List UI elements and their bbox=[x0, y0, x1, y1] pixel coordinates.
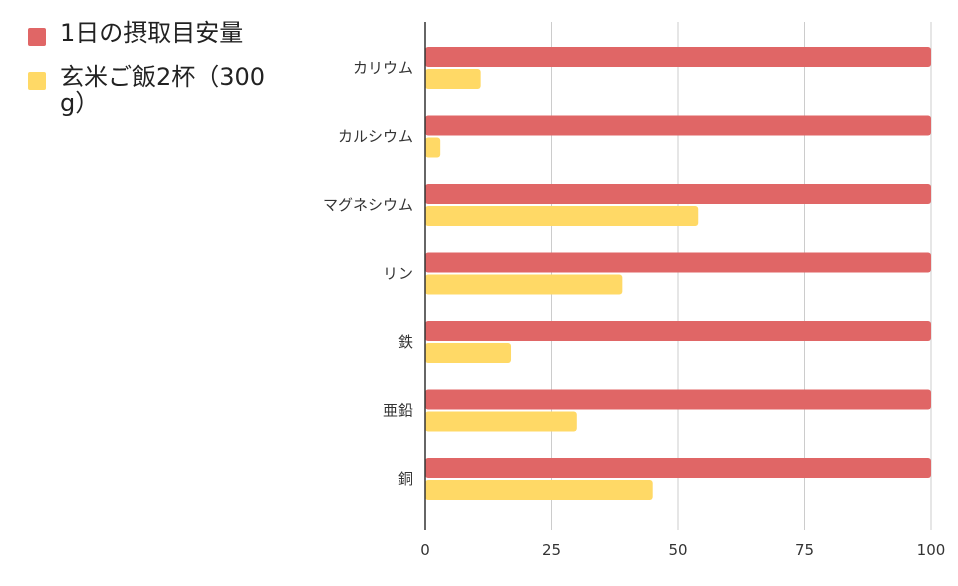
y-category-label: 亜鉛 bbox=[383, 402, 413, 420]
bar bbox=[425, 115, 931, 136]
legend-label-daily-intake: 1日の摂取目安量 bbox=[60, 19, 244, 47]
legend-swatch-daily-intake bbox=[28, 28, 46, 46]
bar bbox=[425, 184, 931, 204]
legend: 1日の摂取目安量 玄米ご飯2杯（300g） bbox=[24, 20, 274, 134]
bar bbox=[425, 458, 931, 478]
bar bbox=[425, 389, 931, 410]
y-category-label: カルシウム bbox=[338, 128, 413, 146]
y-category-label: リン bbox=[383, 265, 413, 283]
bar bbox=[425, 69, 481, 89]
bar bbox=[425, 47, 931, 67]
bar bbox=[425, 206, 699, 226]
y-category-label: カリウム bbox=[353, 59, 413, 77]
bar bbox=[425, 252, 931, 273]
x-tick-label: 75 bbox=[795, 541, 814, 559]
y-category-label: 鉄 bbox=[398, 333, 413, 351]
y-category-label: 銅 bbox=[398, 470, 413, 488]
y-category-label: マグネシウム bbox=[323, 196, 413, 214]
bar bbox=[425, 343, 512, 363]
bar bbox=[425, 137, 441, 158]
legend-item-daily-intake: 1日の摂取目安量 bbox=[24, 20, 274, 46]
x-tick-label: 0 bbox=[420, 541, 430, 559]
bar bbox=[425, 411, 577, 432]
legend-swatch-brown-rice bbox=[28, 72, 46, 90]
x-tick-label: 25 bbox=[542, 541, 561, 559]
x-tick-label: 50 bbox=[668, 541, 687, 559]
legend-item-brown-rice: 玄米ご飯2杯（300g） bbox=[24, 64, 274, 116]
x-tick-label: 100 bbox=[917, 541, 946, 559]
bar bbox=[425, 480, 653, 500]
bar bbox=[425, 321, 931, 341]
bar bbox=[425, 274, 623, 295]
legend-label-brown-rice: 玄米ご飯2杯（300g） bbox=[60, 63, 266, 117]
